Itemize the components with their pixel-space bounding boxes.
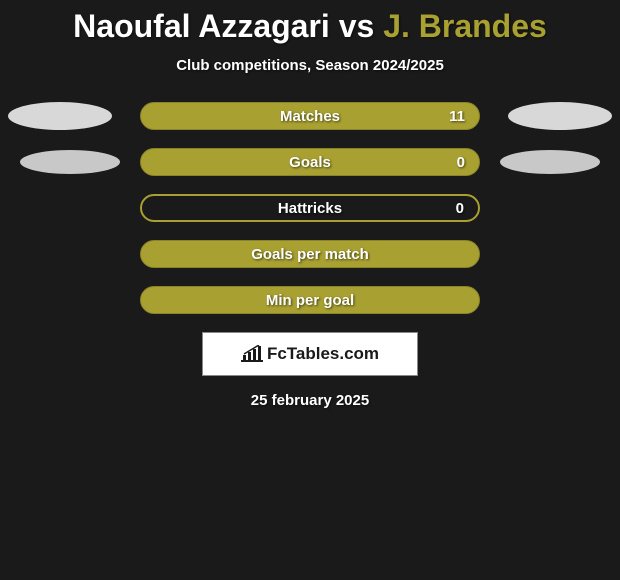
page-title: Naoufal Azzagari vs J. Brandes: [0, 8, 620, 45]
stat-bar: Goals 0: [140, 148, 480, 176]
player1-name: Naoufal Azzagari: [73, 8, 330, 44]
vs-text: vs: [339, 8, 375, 44]
ellipse-right: [508, 102, 612, 130]
player2-name: J. Brandes: [383, 8, 547, 44]
stat-row-goals-per-match: Goals per match: [0, 240, 620, 268]
stat-row-goals: Goals 0: [0, 148, 620, 176]
ellipse-left: [20, 150, 120, 174]
stats-rows: Matches 11 Goals 0 Hattricks 0 Goals per…: [0, 102, 620, 314]
stat-row-min-per-goal: Min per goal: [0, 286, 620, 314]
stat-label: Goals: [289, 154, 331, 171]
stat-label: Matches: [280, 108, 340, 125]
stat-label: Hattricks: [278, 200, 342, 217]
stat-bar: Min per goal: [140, 286, 480, 314]
logo-box: FcTables.com: [202, 332, 418, 376]
logo-text: FcTables.com: [267, 344, 379, 364]
stat-label: Min per goal: [266, 292, 354, 309]
stat-row-matches: Matches 11: [0, 102, 620, 130]
stat-value: 0: [457, 154, 465, 171]
date-label: 25 february 2025: [0, 392, 620, 409]
ellipse-left: [8, 102, 112, 130]
stat-value: 0: [456, 200, 464, 217]
stat-bar: Hattricks 0: [140, 194, 480, 222]
chart-icon: [241, 345, 263, 363]
stat-label: Goals per match: [251, 246, 369, 263]
stat-bar: Matches 11: [140, 102, 480, 130]
comparison-card: Naoufal Azzagari vs J. Brandes Club comp…: [0, 0, 620, 409]
stat-value: 11: [449, 108, 465, 125]
ellipse-right: [500, 150, 600, 174]
stat-row-hattricks: Hattricks 0: [0, 194, 620, 222]
subtitle: Club competitions, Season 2024/2025: [0, 57, 620, 74]
stat-bar: Goals per match: [140, 240, 480, 268]
